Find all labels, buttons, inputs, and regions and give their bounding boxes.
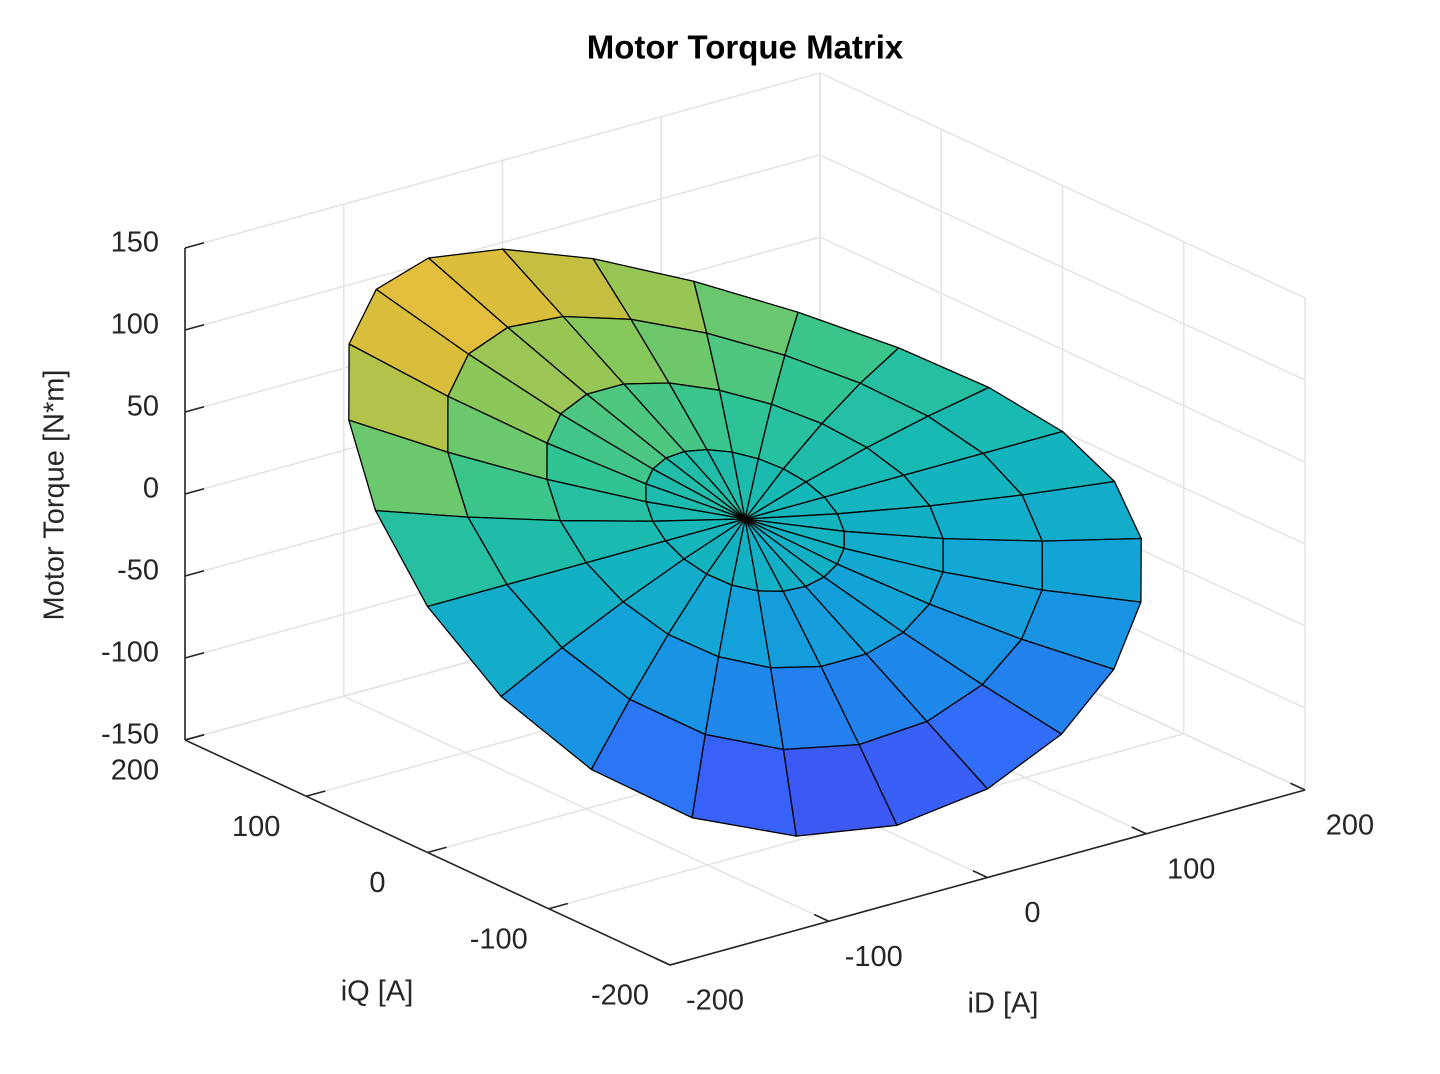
x-tick (1290, 782, 1306, 791)
z-tick-label: 0 (143, 473, 159, 505)
x-axis-label: iD [A] (968, 988, 1039, 1020)
z-tick (184, 487, 205, 495)
y-tick-label: -100 (470, 923, 528, 955)
z-tick-label: 100 (111, 309, 159, 341)
y-tick (306, 790, 326, 798)
z-tick (184, 733, 205, 741)
y-axis-label: iQ [A] (341, 976, 414, 1008)
z-tick (184, 651, 205, 659)
surface-patch (500, 647, 631, 771)
x-tick-label: 0 (1024, 897, 1040, 929)
y-tick-label: -200 (591, 980, 649, 1012)
chart-title: Motor Torque Matrix (587, 29, 904, 66)
grid-line (184, 72, 821, 249)
grid-line (819, 154, 1306, 381)
z-axis-label: Motor Torque [N*m] (39, 370, 71, 621)
y-tick-label: 100 (232, 811, 280, 843)
z-tick-label: -150 (101, 719, 159, 751)
x-tick (655, 957, 671, 966)
x-tick (813, 913, 830, 922)
z-tick-label: 150 (111, 227, 159, 259)
z-tick (184, 405, 205, 413)
y-tick-label: 200 (111, 755, 159, 787)
x-tick-label: 200 (1326, 810, 1374, 842)
z-tick (184, 323, 205, 331)
grid-line (819, 236, 1306, 463)
surface-patch (691, 733, 797, 837)
axes-layer: -200 -100 0 100 200 -200 -100 0 100 200 -150 -100 -5… (101, 227, 1374, 1017)
surface-layer (348, 248, 1142, 837)
y-tick-label: 0 (369, 867, 385, 899)
z-tick-label: -100 (101, 637, 159, 669)
grid-line (819, 72, 1306, 299)
grid-line (184, 154, 821, 331)
y-tick (427, 846, 447, 854)
x-tick (1131, 826, 1147, 835)
y-tick (548, 902, 569, 910)
z-tick-label: -50 (117, 555, 159, 587)
z-tick (184, 241, 205, 249)
surface-patch (704, 656, 785, 751)
x-tick-label: -100 (845, 941, 903, 973)
y-tick (669, 958, 690, 966)
x-tick (972, 870, 988, 879)
x-tick-label: 100 (1167, 853, 1215, 885)
z-tick-label: 50 (127, 391, 159, 423)
x-tick-label: -200 (686, 985, 744, 1017)
z-tick (184, 569, 205, 577)
